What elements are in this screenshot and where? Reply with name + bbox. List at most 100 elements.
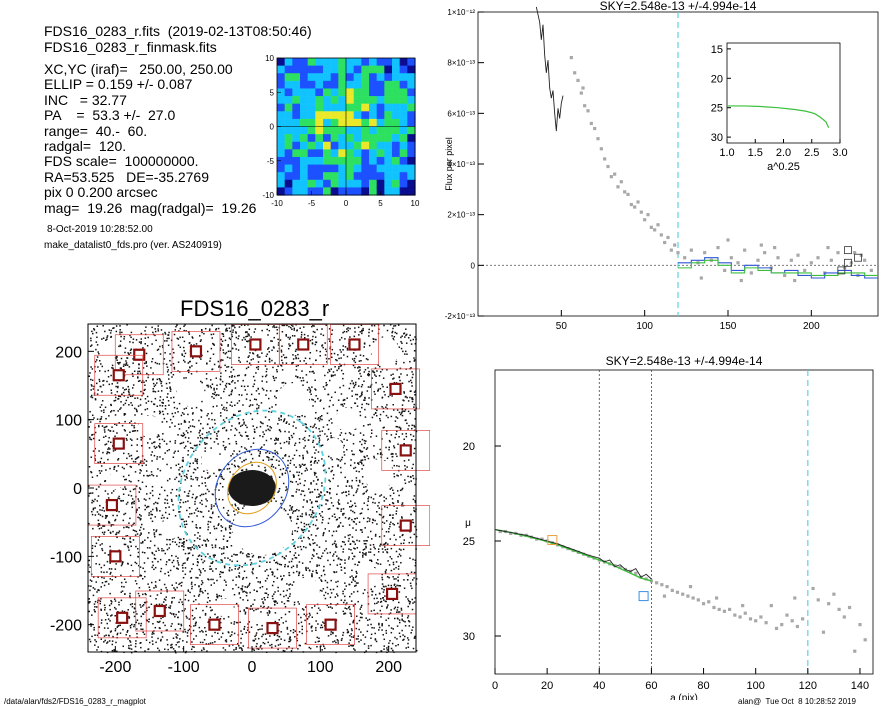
noise-pixel	[331, 534, 334, 537]
noise-pixel	[200, 358, 202, 360]
noise-pixel	[291, 362, 293, 364]
noise-pixel	[298, 454, 301, 457]
noise-pixel	[158, 438, 161, 441]
noise-pixel	[154, 566, 157, 569]
noise-pixel	[266, 596, 269, 599]
noise-pixel	[349, 336, 351, 338]
noise-pixel	[191, 336, 194, 338]
heatmap-cell	[361, 179, 370, 188]
noise-pixel	[389, 440, 391, 443]
noise-pixel	[339, 466, 342, 469]
noise-pixel	[348, 645, 350, 647]
noise-pixel	[367, 497, 369, 500]
heatmap-cell	[369, 149, 378, 158]
noise-pixel	[145, 593, 147, 596]
noise-pixel	[99, 514, 102, 516]
noise-pixel	[329, 432, 332, 434]
noise-pixel	[407, 336, 410, 339]
noise-pixel	[184, 501, 187, 503]
noise-pixel	[299, 644, 301, 647]
noise-pixel	[238, 592, 240, 595]
noise-pixel	[289, 344, 292, 347]
noise-pixel	[149, 595, 152, 597]
noise-pixel	[248, 355, 250, 357]
noise-pixel	[99, 504, 101, 507]
noise-pixel	[90, 623, 92, 625]
noise-pixel	[210, 347, 213, 350]
noise-pixel	[314, 388, 316, 390]
noise-pixel	[325, 324, 328, 326]
noise-pixel	[298, 561, 301, 563]
noise-pixel	[277, 439, 279, 441]
noise-pixel	[164, 552, 167, 555]
noise-pixel	[188, 369, 190, 371]
heatmap-cell	[307, 187, 316, 196]
noise-pixel	[103, 510, 106, 512]
noise-pixel	[404, 635, 406, 638]
noise-pixel	[236, 375, 239, 377]
noise-pixel	[373, 457, 376, 459]
info-line: range= 40.- 60.	[44, 122, 148, 139]
noise-pixel	[314, 460, 316, 463]
noise-pixel	[235, 648, 237, 651]
noise-pixel	[354, 383, 357, 386]
noise-pixel	[206, 500, 208, 502]
noise-pixel	[288, 431, 290, 433]
noise-pixel	[184, 421, 187, 423]
noise-pixel	[141, 464, 144, 467]
heatmap-cell	[323, 58, 332, 67]
heatmap-cell	[384, 88, 393, 97]
noise-pixel	[175, 495, 178, 497]
noise-pixel	[304, 357, 307, 359]
noise-pixel	[148, 641, 151, 644]
noise-pixel	[300, 334, 303, 336]
noise-pixel	[277, 342, 280, 344]
noise-pixel	[139, 404, 142, 406]
noise-pixel	[374, 493, 377, 496]
noise-pixel	[125, 633, 127, 636]
noise-pixel	[148, 512, 151, 514]
noise-pixel	[319, 350, 321, 353]
heatmap-cell	[315, 187, 324, 196]
noise-pixel	[109, 467, 111, 470]
header-line-1: FDS16_0283_r.fits (2019-02-13T08:50:46)	[44, 23, 312, 39]
noise-pixel	[200, 499, 203, 502]
noise-pixel	[342, 634, 344, 636]
noise-pixel	[132, 460, 135, 463]
noise-pixel	[393, 475, 396, 478]
noise-pixel	[141, 605, 144, 607]
noise-pixel	[188, 333, 191, 335]
noise-pixel	[271, 463, 274, 466]
noise-pixel	[259, 628, 261, 631]
noise-pixel	[319, 589, 322, 592]
noise-pixel	[242, 577, 245, 579]
noise-pixel	[274, 326, 276, 329]
noise-pixel	[363, 439, 366, 442]
noise-pixel	[135, 408, 138, 411]
noise-pixel	[203, 539, 205, 542]
noise-pixel	[178, 583, 180, 586]
noise-pixel	[355, 523, 358, 525]
noise-pixel	[180, 499, 182, 501]
noise-pixel	[411, 439, 413, 441]
noise-pixel	[247, 356, 249, 358]
noise-pixel	[358, 561, 361, 564]
noise-pixel	[219, 573, 221, 576]
noise-pixel	[177, 338, 180, 340]
noise-pixel	[198, 585, 200, 588]
noise-pixel	[132, 375, 134, 378]
noise-pixel	[144, 343, 146, 345]
noise-pixel	[392, 514, 394, 516]
noise-pixel	[128, 549, 130, 551]
noise-pixel	[406, 616, 409, 619]
noise-pixel	[396, 430, 398, 433]
noise-pixel	[229, 528, 232, 530]
noise-pixel	[255, 645, 258, 648]
noise-pixel	[330, 470, 332, 473]
noise-pixel	[242, 379, 244, 382]
noise-pixel	[151, 343, 153, 345]
noise-pixel	[401, 342, 403, 345]
noise-pixel	[159, 345, 161, 348]
noise-pixel	[389, 488, 392, 490]
noise-pixel	[394, 586, 397, 588]
